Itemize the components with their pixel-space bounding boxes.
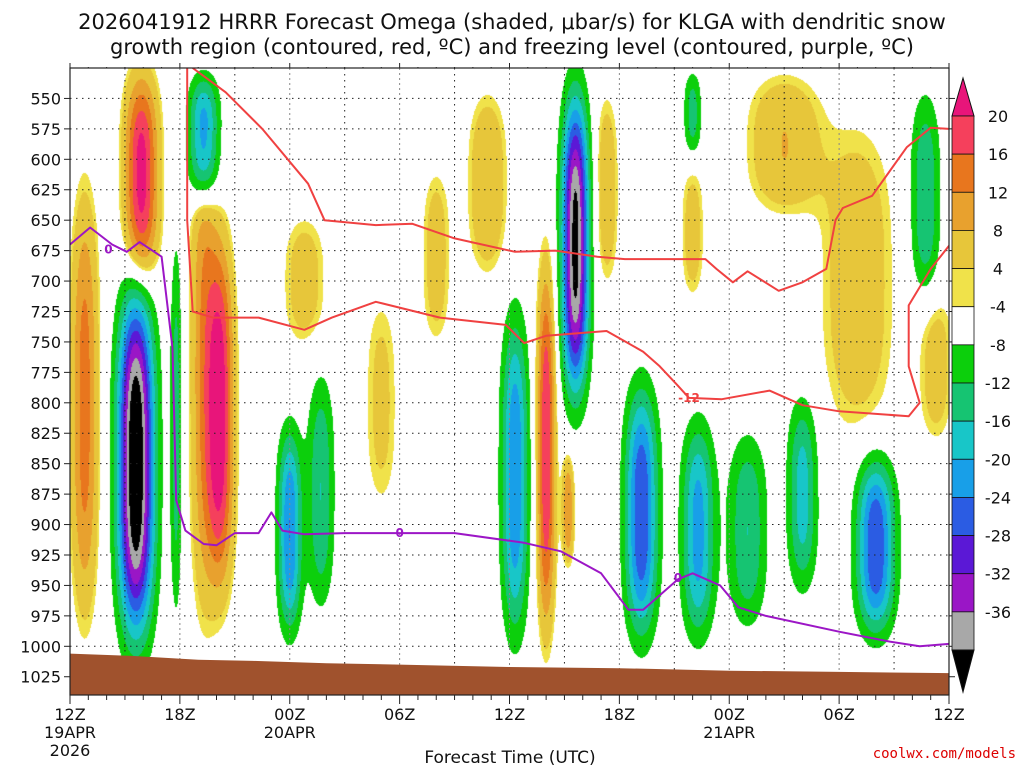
colorbar-label: 16 (988, 145, 1008, 164)
x-tick-label: 06Z (823, 705, 854, 724)
colorbar-label: 12 (988, 183, 1008, 202)
x-tick-label: 00Z (274, 705, 305, 724)
x-tick-label: 12Z (933, 705, 964, 724)
freezing-level-label: 0 (104, 242, 112, 256)
y-tick-label: 600 (30, 150, 61, 169)
y-tick-label: 1025 (20, 668, 61, 687)
y-tick-label: 675 (30, 242, 61, 261)
x-tick-label: 00Z (714, 705, 745, 724)
colorbar-label: 20 (988, 107, 1008, 126)
ground-layer (70, 653, 949, 695)
chart-title-line-2: growth region (contoured, red, ºC) and f… (110, 35, 914, 59)
colorbar-band (951, 382, 975, 422)
colorbar-band (951, 268, 975, 308)
y-tick-label: 875 (30, 485, 61, 504)
colorbar-band (951, 611, 975, 651)
y-tick-label: 550 (30, 89, 61, 108)
colorbar-band (951, 420, 975, 460)
colorbar-band (951, 573, 975, 613)
y-axis: 550 575 600 625 650 675 700 725 750 775 800 825 850 8… (20, 89, 955, 687)
x-axis-label: Forecast Time (UTC) (424, 748, 595, 768)
dgz-upper-line (192, 68, 949, 292)
colorbar-band (951, 458, 975, 498)
colorbar-band (951, 306, 975, 346)
x-tick-label: 12Z (54, 705, 85, 724)
freezing-level-label: 0 (674, 571, 682, 585)
y-tick-label: 700 (30, 272, 61, 291)
y-tick-label: 1000 (20, 637, 61, 656)
x-tick-label: 18Z (164, 705, 195, 724)
x-tick-label: 21APR (703, 723, 755, 742)
colorbar-band (951, 344, 975, 384)
x-tick-label: 12Z (494, 705, 525, 724)
ground-terrain (70, 653, 949, 695)
x-tick-label: 06Z (384, 705, 415, 724)
y-tick-label: 625 (30, 181, 61, 200)
credit-text: coolwx.com/models (873, 746, 1016, 762)
y-tick-label: 975 (30, 607, 61, 626)
colorbar-band (951, 230, 975, 269)
colorbar-label: 4 (993, 260, 1003, 279)
y-tick-label: 800 (30, 394, 61, 413)
colorbar-bottom-arrow (951, 649, 975, 694)
y-tick-label: 950 (30, 576, 61, 595)
y-tick-label: 850 (30, 455, 61, 474)
freezing-level-line (70, 226, 949, 648)
colorbar-label: -12 (985, 374, 1011, 393)
colorbar-label: -16 (985, 412, 1011, 431)
y-tick-label: 775 (30, 363, 61, 382)
x-tick-label: 20APR (264, 723, 316, 742)
colorbar-label: -8 (990, 336, 1006, 355)
y-tick-label: 575 (30, 120, 61, 139)
x-tick-label: 2026 (50, 741, 91, 760)
y-tick-label: 925 (30, 546, 61, 565)
x-tick-label: 19APR (44, 723, 96, 742)
y-tick-label: 650 (30, 211, 61, 230)
chart-title-line-1: 2026041912 HRRR Forecast Omega (shaded, … (78, 10, 946, 34)
colorbar-label: -32 (985, 565, 1011, 584)
colorbar-band (951, 191, 975, 231)
x-tick-label: 18Z (604, 705, 635, 724)
y-tick-label: 750 (30, 333, 61, 352)
colorbar-label: -24 (985, 488, 1011, 507)
y-tick-label: 725 (30, 302, 61, 321)
y-tick-label: 825 (30, 424, 61, 443)
colorbar-label: -20 (985, 450, 1011, 469)
colorbar-band (951, 153, 975, 193)
dgz-lower-line (186, 68, 949, 418)
colorbar-label: -28 (985, 527, 1011, 546)
colorbar: 20 16 12 8 4 -4 -8 -12 -16 -20 -24 -28 -32 -36 (951, 76, 1011, 694)
freezing-level-label: 0 (395, 526, 403, 540)
colorbar-label: -4 (990, 298, 1006, 317)
colorbar-label: -36 (985, 603, 1011, 622)
colorbar-label: 8 (993, 221, 1003, 240)
colorbar-band (951, 115, 975, 155)
omega-shaded-field (70, 68, 949, 695)
colorbar-band (951, 497, 975, 536)
colorbar-band (951, 535, 975, 575)
y-tick-label: 900 (30, 516, 61, 535)
